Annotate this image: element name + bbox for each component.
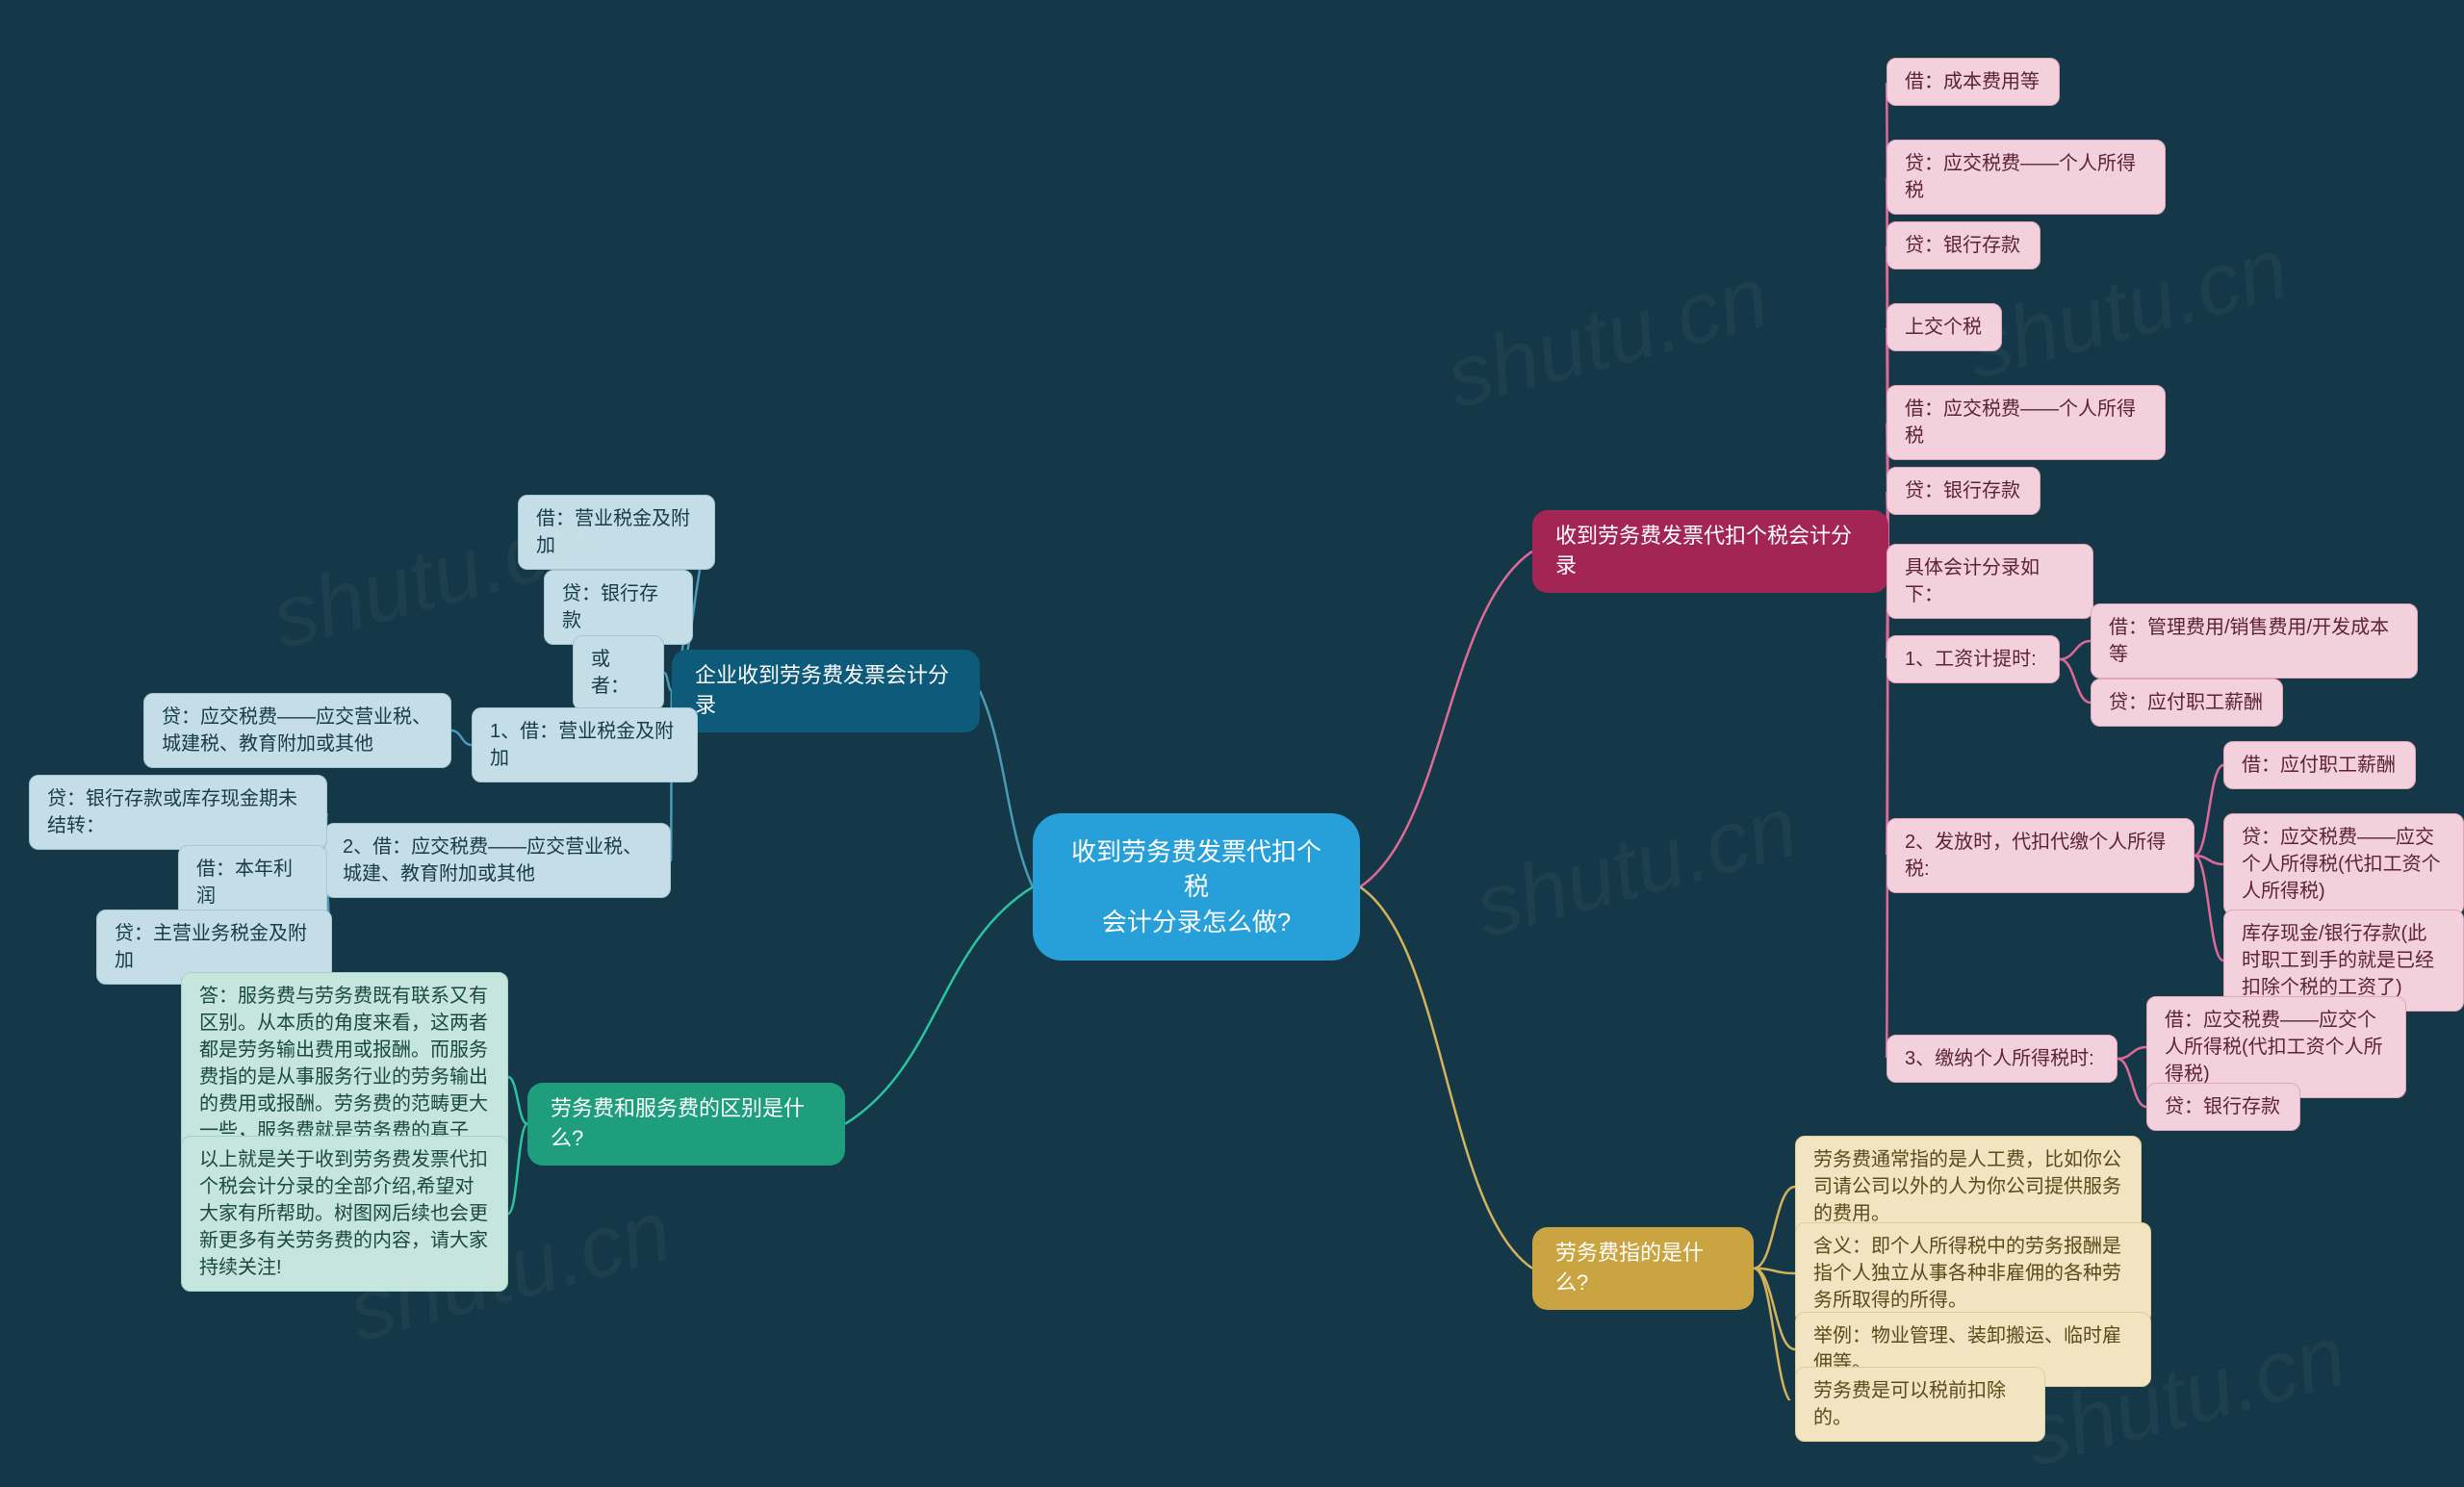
leaf-node[interactable]: 劳务费是可以税前扣除的。 (1795, 1367, 2045, 1442)
leaf-node[interactable]: 1、工资计提时: (1886, 635, 2060, 683)
leaf-node[interactable]: 贷：应交税费——个人所得税 (1886, 140, 2166, 215)
leaf-node[interactable]: 借：管理费用/销售费用/开发成本等 (2091, 603, 2418, 679)
leaf-node[interactable]: 含义：即个人所得税中的劳务报酬是指个人独立从事各种非雇佣的各种劳务所取得的所得。 (1795, 1222, 2151, 1324)
leaf-node[interactable]: 上交个税 (1886, 303, 2002, 351)
leaf-node[interactable]: 2、借：应交税费——应交营业税、城建、教育附加或其他 (324, 823, 671, 898)
branch-yellow[interactable]: 劳务费指的是什么? (1532, 1227, 1754, 1310)
leaf-node[interactable]: 借：应交税费——个人所得税 (1886, 385, 2166, 460)
leaf-node[interactable]: 贷：应交税费——应交营业税、城建税、教育附加或其他 (143, 693, 451, 768)
leaf-node[interactable]: 借：营业税金及附加 (518, 495, 715, 570)
center-node[interactable]: 收到劳务费发票代扣个税 会计分录怎么做? (1033, 813, 1360, 961)
leaf-node[interactable]: 贷：银行存款 (1886, 467, 2040, 515)
branch-green[interactable]: 劳务费和服务费的区别是什么? (527, 1083, 845, 1166)
leaf-node[interactable]: 贷：银行存款 (1886, 221, 2040, 269)
leaf-node[interactable]: 以上就是关于收到劳务费发票代扣个税会计分录的全部介绍,希望对大家有所帮助。树图网… (181, 1136, 508, 1292)
leaf-node[interactable]: 借：成本费用等 (1886, 58, 2060, 106)
branch-blue[interactable]: 企业收到劳务费发票会计分录 (672, 650, 980, 732)
leaf-node[interactable]: 贷：应付职工薪酬 (2091, 679, 2283, 727)
leaf-node[interactable]: 贷：银行存款或库存现金期未结转： (29, 775, 327, 850)
watermark: shutu.cn (1436, 248, 1778, 429)
leaf-node[interactable]: 2、发放时，代扣代缴个人所得税: (1886, 818, 2194, 893)
leaf-node[interactable]: 3、缴纳个人所得税时: (1886, 1035, 2118, 1083)
branch-pink[interactable]: 收到劳务费发票代扣个税会计分录 (1532, 510, 1888, 593)
leaf-node[interactable]: 1、借：营业税金及附加 (472, 707, 698, 782)
leaf-node[interactable]: 贷：应交税费——应交个人所得税(代扣工资个人所得税) (2223, 813, 2464, 915)
leaf-node[interactable]: 贷：银行存款 (2146, 1083, 2300, 1131)
leaf-node[interactable]: 借：应付职工薪酬 (2223, 741, 2416, 789)
leaf-node[interactable]: 具体会计分录如下： (1886, 544, 2093, 619)
leaf-node[interactable]: 贷：银行存款 (544, 570, 693, 645)
watermark: shutu.cn (1465, 778, 1807, 959)
leaf-node[interactable]: 或者： (573, 635, 664, 710)
